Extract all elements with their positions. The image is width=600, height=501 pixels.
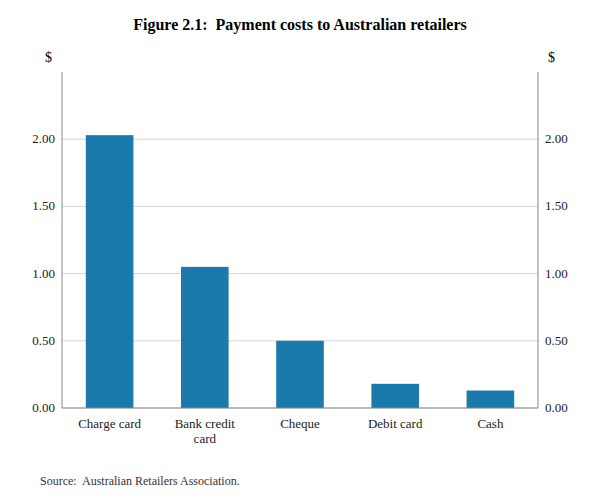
x-tick-label: Cash	[477, 416, 504, 431]
y-tick-label: 2.00	[32, 131, 55, 146]
bar	[467, 391, 515, 408]
bar	[371, 384, 419, 408]
y-tick-label: 1.50	[32, 198, 55, 213]
bar	[276, 341, 324, 408]
y-axis-label: $	[45, 50, 52, 65]
bars	[86, 135, 514, 408]
y2-axis-label: $	[548, 50, 555, 65]
title: Figure 2.1: Payment costs to Australian …	[133, 16, 467, 34]
y2-tick-label: 0.00	[545, 400, 568, 415]
chart: Figure 2.1: Payment costs to Australian …	[0, 0, 600, 501]
grid-line	[62, 408, 538, 409]
x-axis-line	[62, 408, 538, 409]
y-tick-label: 0.00	[32, 400, 55, 415]
y-tick-label: 1.00	[32, 266, 55, 281]
bar	[86, 135, 134, 408]
y-tick-label: 0.50	[32, 333, 55, 348]
x-tick-label: Debit card	[368, 416, 423, 431]
y2-tick-label: 1.50	[545, 198, 568, 213]
y-axis-line	[62, 72, 63, 408]
y2-tick-label: 0.50	[545, 333, 568, 348]
bar	[181, 267, 229, 408]
y2-axis-line	[538, 72, 539, 408]
x-tick-label: Cheque	[280, 416, 320, 431]
y2-tick-label: 1.00	[545, 266, 568, 281]
x-tick-label: Bank creditcard	[175, 416, 236, 446]
source-note: Source: Australian Retailers Association…	[40, 474, 240, 488]
y2-tick-label: 2.00	[545, 131, 568, 146]
x-tick-label: Charge card	[78, 416, 141, 431]
